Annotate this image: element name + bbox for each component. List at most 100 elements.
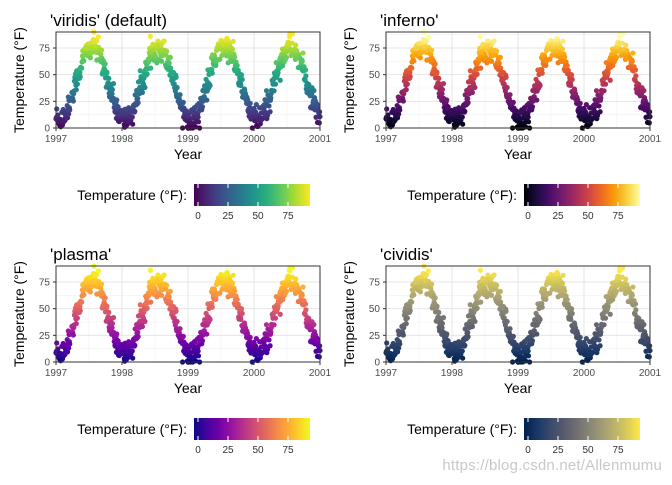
data-point: [106, 75, 112, 82]
data-point: [166, 60, 172, 66]
legend-tick-label: 0: [195, 445, 201, 456]
data-point: [315, 336, 321, 343]
data-point: [384, 340, 390, 346]
data-point: [559, 46, 566, 52]
data-point: [605, 70, 611, 76]
data-point: [132, 342, 138, 348]
data-point: [239, 310, 245, 317]
data-point: [207, 317, 213, 323]
data-point: [95, 268, 101, 274]
data-point: [469, 323, 476, 330]
data-point: [266, 103, 272, 109]
data-point: [407, 308, 413, 314]
data-point: [436, 75, 442, 82]
data-point: [396, 345, 402, 351]
data-point: [104, 303, 110, 309]
data-point: [459, 114, 465, 120]
data-point: [559, 280, 566, 286]
legend-tick-label: 75: [282, 211, 294, 222]
data-point: [264, 112, 271, 119]
data-point: [302, 67, 309, 73]
legend-tick-label: 50: [252, 445, 264, 456]
data-point: [195, 348, 201, 354]
data-point: [166, 294, 172, 300]
x-tick-label: 2001: [309, 368, 332, 379]
data-point: [234, 63, 240, 69]
data-point: [316, 354, 322, 360]
data-point: [234, 297, 240, 303]
data-point: [403, 87, 409, 93]
data-point: [167, 54, 173, 60]
data-point: [268, 95, 274, 101]
data-point: [95, 34, 101, 40]
data-point: [70, 332, 76, 338]
data-point: [132, 108, 138, 114]
data-point: [547, 56, 553, 62]
y-tick-label: 25: [39, 331, 51, 342]
data-point: [428, 281, 435, 287]
data-point: [472, 84, 478, 91]
data-point: [177, 92, 183, 98]
data-point: [583, 109, 589, 115]
data-point: [207, 83, 213, 89]
data-point: [109, 86, 116, 93]
data-point: [467, 68, 473, 74]
data-point: [199, 104, 206, 110]
data-point: [115, 338, 121, 344]
data-point: [263, 322, 270, 328]
legend-title: Temperature (°F):: [77, 187, 187, 203]
data-point: [104, 69, 110, 75]
data-point: [478, 299, 484, 305]
data-point: [195, 119, 202, 125]
data-point: [174, 318, 180, 325]
data-point: [543, 296, 549, 303]
data-point: [445, 338, 451, 344]
data-point: [302, 301, 309, 307]
data-point: [303, 307, 309, 313]
data-point: [497, 288, 503, 294]
data-point: [434, 303, 440, 309]
x-tick-label: 1999: [177, 368, 200, 379]
data-point: [87, 289, 93, 295]
y-tick-label: 0: [44, 358, 50, 369]
x-tick-label: 2000: [573, 368, 596, 379]
data-point: [564, 63, 570, 69]
data-point: [247, 334, 253, 340]
data-point: [400, 98, 406, 104]
data-point: [645, 102, 651, 109]
data-point: [87, 55, 93, 61]
data-point: [478, 65, 484, 71]
data-point: [159, 292, 165, 298]
data-point: [583, 101, 589, 108]
data-point: [253, 101, 259, 108]
data-point: [613, 54, 619, 61]
data-point: [594, 112, 601, 119]
data-point: [213, 296, 219, 303]
data-point: [272, 81, 279, 87]
data-point: [74, 81, 80, 87]
data-point: [504, 318, 510, 325]
data-point: [439, 86, 446, 93]
x-tick-label: 1997: [375, 368, 398, 379]
y-tick-label: 75: [39, 278, 51, 289]
y-tick-label: 25: [39, 97, 51, 108]
data-point: [139, 89, 146, 96]
data-point: [300, 50, 306, 56]
data-point: [139, 323, 146, 330]
data-point: [159, 58, 165, 64]
data-point: [271, 322, 277, 328]
data-point: [494, 48, 500, 54]
data-point: [633, 307, 639, 313]
watermark: https://blog.csdn.net/Allenmumu: [442, 457, 662, 474]
data-point: [230, 38, 236, 44]
legend-tick-label: 75: [612, 445, 624, 456]
x-tick-label: 2001: [639, 368, 662, 379]
legend-colorbar: [524, 418, 640, 440]
data-point: [465, 329, 471, 336]
data-point: [477, 267, 483, 273]
data-point: [148, 65, 154, 71]
data-point: [646, 120, 652, 126]
data-point: [497, 54, 503, 60]
data-point: [547, 290, 553, 296]
data-point: [115, 104, 121, 110]
